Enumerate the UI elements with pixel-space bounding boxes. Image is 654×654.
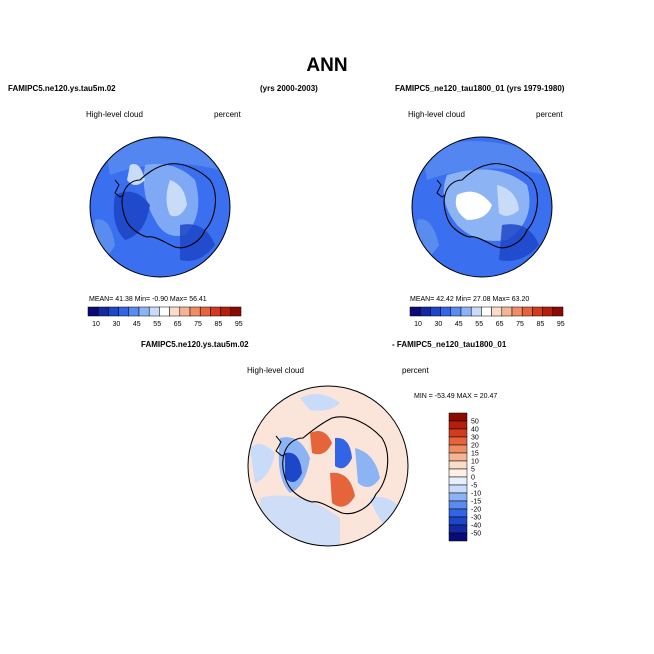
panel3-colorbar-tick-label: 40 (471, 427, 479, 434)
panel1-colorbar-swatch (97, 306, 109, 317)
panel1-units-label: percent (214, 110, 241, 119)
panel1-colorbar-tick-label: 85 (215, 321, 223, 328)
panel1-colorbar-swatch (108, 306, 119, 317)
panel2-units-label: percent (536, 110, 563, 119)
panel1-colorbar-swatch (179, 306, 191, 317)
panel3-colorbar-swatch (448, 524, 468, 534)
panel1-colorbar-swatch (159, 306, 170, 317)
panel3-colorbar-tick-label: -50 (471, 531, 481, 538)
panel2-colorbar-swatch (419, 306, 431, 317)
panel2-colorbar-swatch (491, 306, 503, 317)
panel1-colorbar-swatch (87, 306, 99, 317)
panel2-colorbar-swatch (450, 306, 462, 317)
panel2-colorbar-tick-label: 85 (537, 321, 545, 328)
panel3-colorbar-swatch (448, 484, 468, 494)
panel1-colorbar-tick-label: 75 (194, 321, 202, 328)
panel2-colorbar-swatch (460, 306, 472, 317)
panel2-colorbar-swatch (511, 306, 523, 317)
panel1-colorbar-swatch (138, 306, 150, 317)
panel2-colorbar-tick-label: 30 (435, 321, 443, 328)
panel1-colorbar-tick-label: 65 (174, 321, 182, 328)
panel3-colorbar-swatch (448, 460, 468, 470)
panel3-colorbar-swatch (448, 468, 468, 478)
panel3-colorbar-swatch (448, 452, 468, 462)
panel2-polar-map (411, 136, 553, 278)
panel3-colorbar-tick-label: -5 (471, 483, 477, 490)
panel3-colorbar-tick-label: 30 (471, 435, 479, 442)
panel3-colorbar-swatch (448, 412, 468, 422)
panel3-colorbar-tick-label: 5 (471, 467, 475, 474)
page-title: ANN (306, 55, 348, 76)
panel1-left-header: FAMIPC5.ne120.ys.tau5m.02 (8, 84, 116, 93)
panel2-colorbar-swatch (409, 306, 421, 317)
panel3-colorbar-swatch (448, 500, 468, 510)
panel3-colorbar-swatch (448, 508, 468, 518)
panel1-colorbar-tick-label: 10 (92, 321, 100, 328)
panel1-colorbar-swatch (210, 306, 221, 317)
panel2-colorbar-swatch (481, 306, 492, 317)
panel2-colorbar-tick-label: 45 (455, 321, 463, 328)
panel2-colorbar-tick-label: 75 (516, 321, 524, 328)
panel3-colorbar-tick-label: -10 (471, 491, 481, 498)
panel2-colorbar-swatch (470, 306, 482, 317)
panel3-colorbar-tick-label: -20 (471, 507, 481, 514)
panel1-right-header: (yrs 2000-2003) (260, 84, 318, 93)
panel3-colorbar-swatch (448, 492, 468, 502)
panel3-colorbar-swatch (448, 516, 468, 526)
panel2-colorbar-swatch (521, 306, 533, 317)
panel3-right-header: - FAMIPC5_ne120_tau1800_01 (392, 340, 507, 349)
panel2-colorbar-tick-label: 95 (557, 321, 565, 328)
panel1-colorbar-tick-label: 95 (235, 321, 243, 328)
panel3-colorbar-swatch (448, 420, 468, 430)
panel3-colorbar-tick-label: 0 (471, 475, 475, 482)
panel1-field-label: High-level cloud (86, 110, 143, 119)
panel3-colorbar-swatch (448, 476, 468, 486)
panel1-colorbar-tick-label: 30 (113, 321, 121, 328)
panel1-colorbar-swatch (189, 306, 201, 317)
panel2-colorbar-swatch (501, 306, 513, 317)
panel1-colorbar-swatch (148, 306, 160, 317)
panel2-field-label: High-level cloud (408, 110, 465, 119)
panel3-colorbar-tick-label: 20 (471, 443, 479, 450)
panel3-polar-map (247, 385, 409, 547)
panel3-colorbar-swatch (448, 444, 468, 454)
panel2-colorbar-tick-label: 65 (496, 321, 504, 328)
panel1-colorbar-tick-label: 45 (133, 321, 141, 328)
panel1-colorbar-swatch (169, 306, 181, 317)
panel2-colorbar-swatch (430, 306, 441, 317)
panel1-stats: MEAN= 41.38 Min= -0.90 Max= 56.41 (89, 296, 207, 303)
panel1-colorbar-swatch (230, 306, 242, 317)
panel2-colorbar-tick-label: 55 (475, 321, 483, 328)
panel3-colorbar-tick-label: 50 (471, 419, 479, 426)
panel3-stats: MIN = -53.49 MAX = 20.47 (414, 393, 498, 400)
panel1-colorbar-swatch (220, 306, 232, 317)
panel2-colorbar: 10 30 45 55 65 75 85 95 (409, 306, 565, 328)
panel2-left-header: FAMIPC5_ne120_tau1800_01 (yrs 1979-1980) (395, 84, 565, 93)
panel2-colorbar-tick-label: 10 (414, 321, 422, 328)
panel3-colorbar-tick-label: 10 (471, 459, 479, 466)
panel3-field-label: High-level cloud (247, 366, 304, 375)
panel2-colorbar-swatch (532, 306, 543, 317)
panel3-colorbar-tick-label: -40 (471, 523, 481, 530)
panel3-colorbar-tick-label: -15 (471, 499, 481, 506)
panel3-colorbar-swatch (448, 436, 468, 446)
panel1-colorbar-swatch (118, 306, 130, 317)
panel2-colorbar-swatch (552, 306, 564, 317)
panel3-colorbar-tick-label: -30 (471, 515, 481, 522)
panel1-colorbar-swatch (128, 306, 140, 317)
panel1-colorbar-swatch (199, 306, 211, 317)
panel3-colorbar-swatch (448, 428, 468, 438)
panel2-colorbar-swatch (440, 306, 452, 317)
panel3-colorbar-swatch (448, 532, 468, 542)
panel2-colorbar-swatch (542, 306, 554, 317)
panel1-colorbar-tick-label: 55 (153, 321, 161, 328)
panel3-colorbar-tick-label: 15 (471, 451, 479, 458)
panel3-units-label: percent (402, 366, 429, 375)
panel1-polar-map (89, 136, 231, 278)
panel1-colorbar: 10 30 45 55 65 75 85 95 (87, 306, 243, 328)
panel2-stats: MEAN= 42.42 Min= 27.08 Max= 63.20 (410, 296, 530, 303)
panel3-left-header: FAMIPC5.ne120.ys.tau5m.02 (141, 340, 249, 349)
